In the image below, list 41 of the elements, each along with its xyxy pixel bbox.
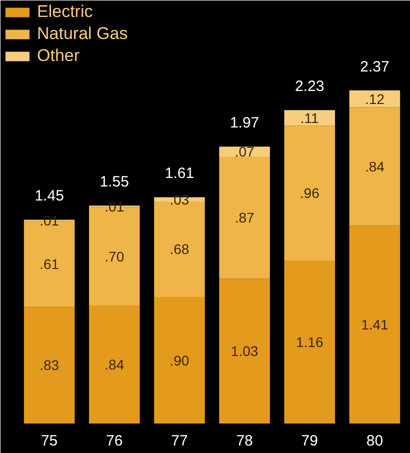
data-label: 1.16 — [296, 334, 324, 350]
data-label: .90 — [170, 352, 190, 368]
data-label: .11 — [300, 110, 320, 126]
x-tick-label: 75 — [40, 432, 58, 450]
x-tick-label: 78 — [236, 432, 253, 450]
x-tick-label: 79 — [301, 432, 318, 450]
x-tick-label: 77 — [171, 432, 188, 450]
bar — [154, 297, 205, 424]
total-label: 1.61 — [164, 165, 194, 182]
data-label: .12 — [364, 90, 385, 107]
data-label: .87 — [234, 210, 254, 226]
total-label: 1.55 — [100, 174, 129, 191]
total-label: 1.97 — [230, 114, 260, 132]
data-label: .84 — [364, 158, 385, 174]
legend-label: Other — [37, 46, 80, 66]
data-label: .68 — [170, 241, 190, 258]
data-label: .61 — [40, 256, 60, 272]
total-label: 2.23 — [295, 78, 324, 96]
total-label: 1.45 — [34, 188, 64, 205]
legend-label: Natural Gas — [37, 24, 128, 44]
data-label: .07 — [234, 144, 254, 160]
bar — [24, 306, 75, 424]
data-label: .84 — [104, 356, 124, 372]
bar — [349, 107, 400, 226]
data-label: .96 — [300, 185, 320, 202]
data-label: .70 — [104, 248, 124, 264]
data-label: 1.41 — [361, 316, 389, 332]
data-label: .83 — [40, 357, 60, 374]
legend-label: Electric — [37, 2, 93, 22]
x-tick-label: 76 — [106, 432, 123, 450]
bar — [349, 225, 400, 424]
bar — [284, 110, 336, 126]
bar — [89, 305, 140, 424]
x-tick-label: 80 — [366, 432, 384, 450]
total-label: 2.37 — [360, 58, 390, 76]
bar — [284, 126, 336, 260]
bar — [284, 260, 336, 424]
bar — [349, 90, 400, 108]
bar — [219, 278, 270, 424]
data-label: 1.03 — [230, 343, 258, 360]
bar — [219, 156, 270, 279]
